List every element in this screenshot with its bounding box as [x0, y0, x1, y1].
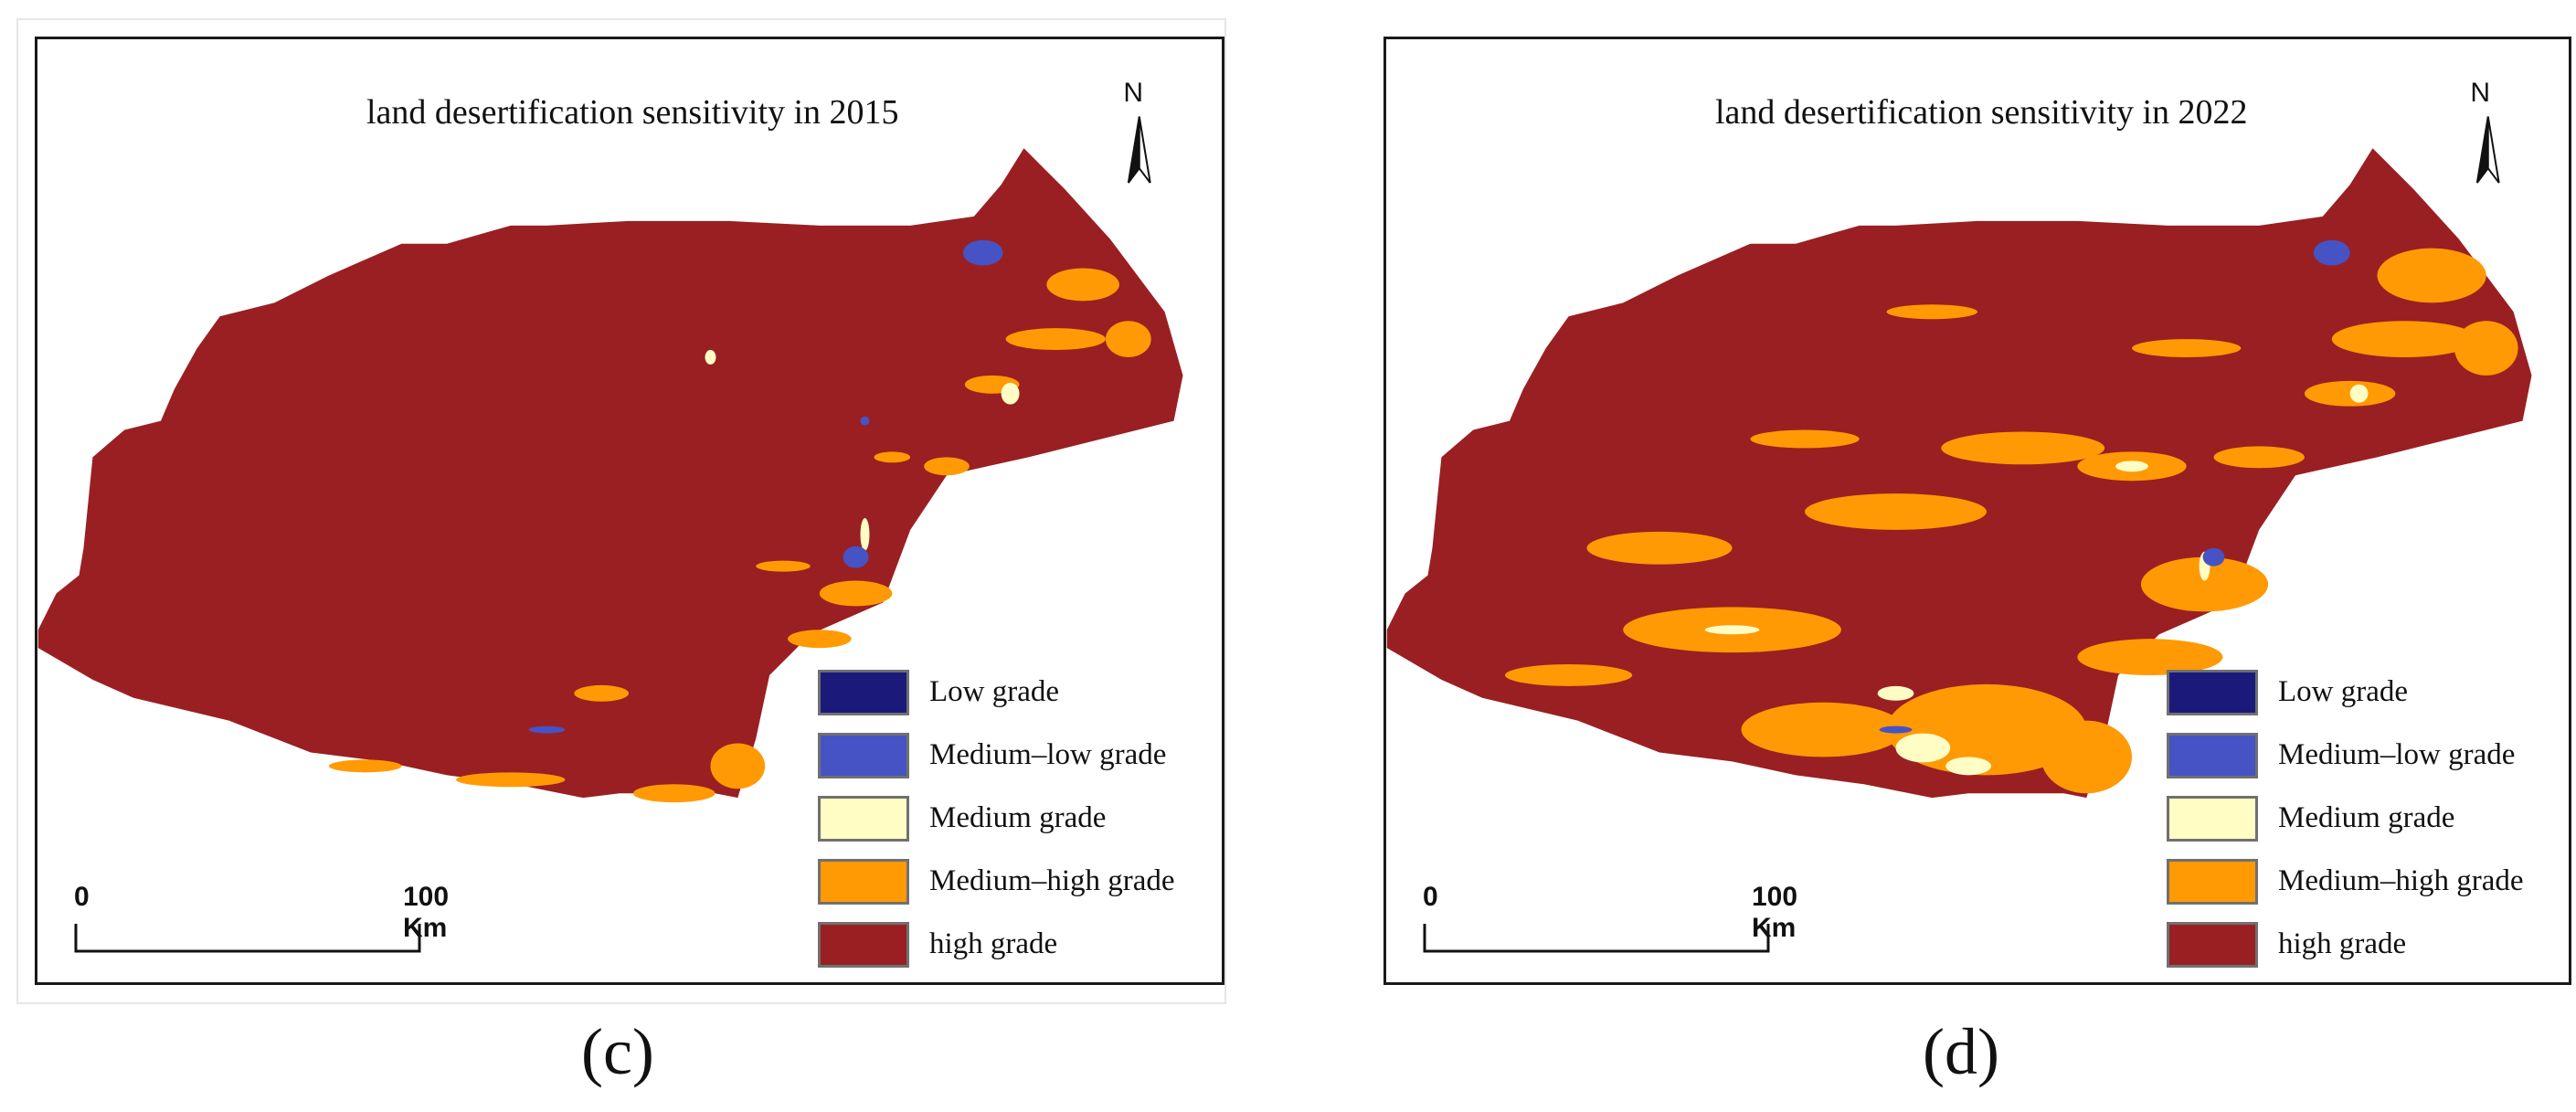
scale-start-label: 0	[1423, 882, 1438, 912]
scale-end-label: 100 Km	[1752, 882, 1798, 943]
legend-swatch	[818, 796, 909, 842]
panel-c-outer-frame	[16, 18, 1226, 1004]
legend-swatch	[2167, 670, 2258, 715]
panel-caption-c: (c)	[581, 1015, 654, 1088]
medium-patches-2022	[1704, 384, 2369, 776]
map-title: land desertification sensitivity in 2015	[366, 93, 899, 132]
legend-label: Medium grade	[929, 801, 1107, 834]
scale-bar-line	[74, 924, 421, 953]
map-title: land desertification sensitivity in 2022	[1715, 93, 2248, 132]
map-panel-2022: N land desertification sensitivity in 20…	[1383, 37, 2571, 985]
scale-end-label: 100 Km	[403, 882, 450, 943]
legend-label: high grade	[929, 927, 1058, 960]
legend-label: Medium grade	[2278, 801, 2455, 834]
medium-patches-2015	[705, 350, 1020, 551]
legend-swatch	[818, 670, 909, 715]
map-area-2022	[1386, 116, 2532, 799]
legend-swatch	[2167, 733, 2258, 778]
north-label: N	[1123, 78, 1143, 108]
legend-swatch	[2167, 859, 2258, 905]
legend-label: Medium–high grade	[929, 864, 1175, 897]
scale-bar: 0 100 Km	[74, 882, 449, 973]
panel-caption-d: (d)	[1923, 1015, 1999, 1088]
legend-label: Low grade	[2278, 675, 2409, 708]
north-label: N	[2470, 78, 2490, 108]
legend-swatch	[818, 733, 909, 778]
legend-swatch	[818, 922, 909, 968]
legend-label: Medium–low grade	[2278, 738, 2516, 771]
medium-low-patches-2015	[528, 239, 1003, 734]
scale-bar: 0 100 Km	[1423, 882, 1797, 973]
legend-label: Medium–high grade	[2278, 864, 2524, 897]
scale-start-label: 0	[74, 882, 90, 912]
legend-label: Low grade	[929, 675, 1060, 708]
map-panel-2015: N land desertification sensitivity in 20…	[35, 37, 1224, 985]
scale-bar-line	[1423, 924, 1770, 953]
north-arrow-light-2022	[2486, 116, 2500, 184]
medium-high-patches-2015	[328, 268, 1151, 803]
legend-swatch	[818, 859, 909, 905]
legend-swatch	[2167, 922, 2258, 968]
region-polygon-2015	[37, 148, 1183, 799]
legend-label: Medium–low grade	[929, 738, 1167, 771]
medium-low-patches-2022	[1879, 239, 2350, 734]
map-area-2015	[37, 116, 1183, 803]
legend-label: high grade	[2278, 927, 2407, 960]
north-arrow-light-2015	[1138, 116, 1151, 184]
legend-swatch	[2167, 796, 2258, 842]
